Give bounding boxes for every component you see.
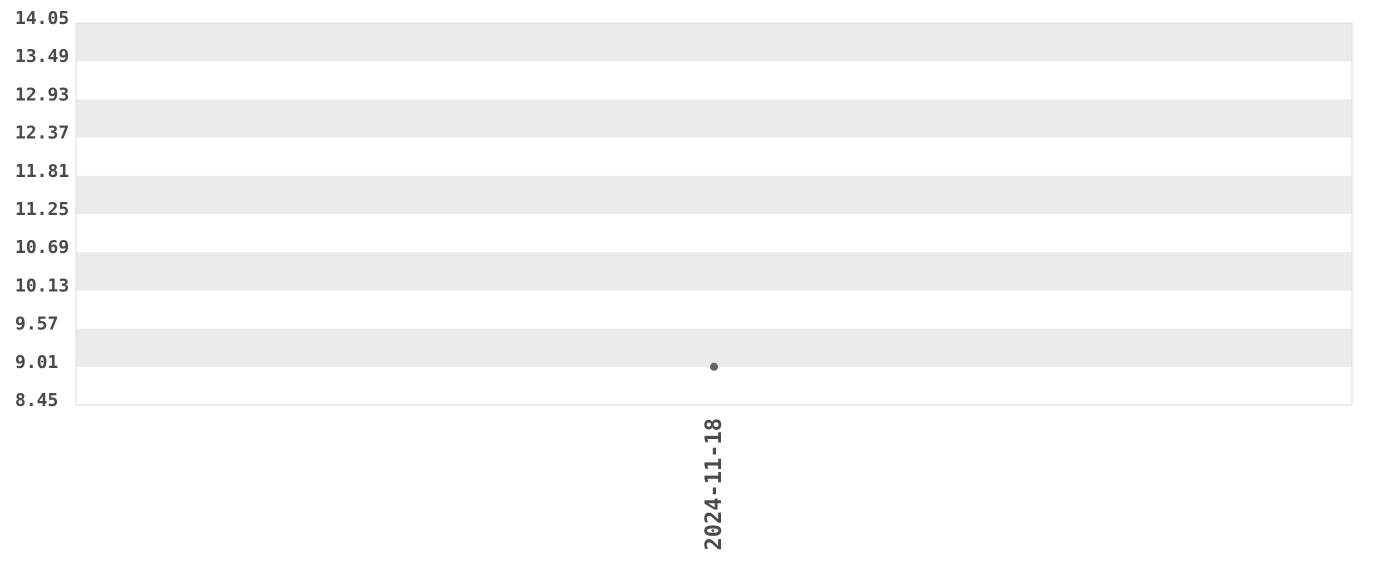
grid-band	[76, 23, 1352, 62]
x-tick-label: 2024-11-18	[702, 418, 727, 550]
y-tick-label: 9.57	[15, 314, 58, 335]
y-tick-label: 12.93	[15, 84, 69, 105]
y-tick-label: 11.25	[15, 199, 69, 220]
grid-band	[76, 252, 1352, 291]
grid-band	[76, 328, 1352, 367]
y-tick-label: 13.49	[15, 46, 69, 67]
y-tick-label: 9.01	[15, 352, 58, 373]
y-tick-label: 10.69	[15, 237, 69, 258]
grid-band	[76, 175, 1352, 214]
y-tick-label: 11.81	[15, 161, 69, 182]
y-tick-label: 10.13	[15, 275, 69, 296]
y-tick-label: 14.05	[15, 8, 69, 29]
y-tick-label: 12.37	[15, 123, 69, 144]
grid-band	[76, 99, 1352, 138]
y-tick-label: 8.45	[15, 390, 58, 411]
data-point	[710, 362, 718, 371]
plot-border	[75, 22, 1353, 406]
